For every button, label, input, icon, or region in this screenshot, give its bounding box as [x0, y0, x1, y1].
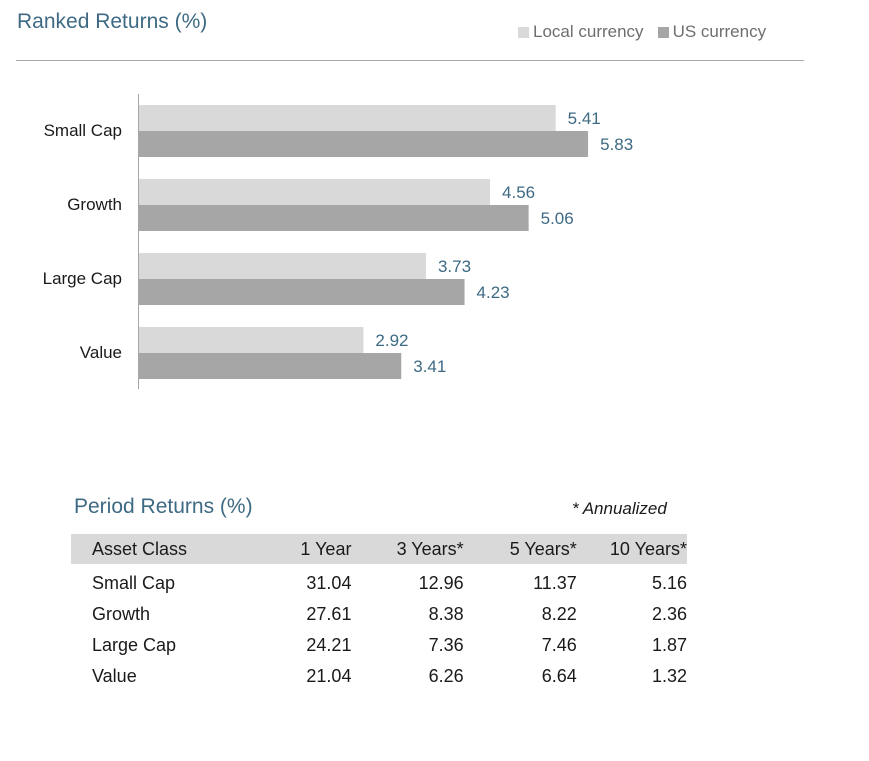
legend-swatch-us — [657, 26, 669, 38]
category-label-small-cap: Small Cap — [44, 121, 122, 140]
bar-growth-local-currency — [138, 179, 491, 205]
table-title: Period Returns (%) — [74, 495, 253, 518]
cell-value: 6.26 — [428, 666, 464, 686]
cell-value: 5.16 — [651, 573, 687, 593]
value-label-value-local-currency: 2.92 — [375, 331, 408, 350]
cell-value: 1.87 — [651, 635, 687, 655]
cell-asset: Value — [92, 666, 137, 686]
cell-value: 8.38 — [428, 604, 464, 624]
legend-label-local: Local currency — [533, 22, 644, 41]
bar-chart: Small Cap 5.41 5.83 Growth 4.56 5.06 Large Cap… — [43, 94, 633, 389]
cell-value: 11.37 — [533, 573, 577, 593]
value-label-value-us-currency: 3.41 — [413, 357, 446, 376]
legend-swatch-local — [518, 26, 529, 38]
cell-asset: Small Cap — [92, 573, 176, 593]
legend-item-us: US currency — [657, 22, 767, 42]
cell-value: 7.36 — [428, 635, 464, 655]
bar-value-us-currency — [138, 353, 402, 379]
cell-value: 1.32 — [651, 666, 687, 686]
value-label-small-cap-local-currency: 5.41 — [568, 109, 601, 128]
header-3-years: 3 Years* — [351, 534, 464, 564]
value-label-large-cap-us-currency: 4.23 — [477, 283, 510, 302]
period-returns-table: Asset Class 1 Year 3 Years* 5 Years* 10 … — [71, 534, 687, 692]
cell-value: 7.46 — [541, 635, 577, 655]
legend-label-us: US currency — [672, 22, 767, 41]
table-row: Small Cap 31.04 12.96 11.37 5.16 — [71, 564, 687, 599]
category-label-value: Value — [80, 343, 122, 362]
bar-growth-us-currency — [138, 205, 529, 231]
annualized-note: * Annualized — [572, 499, 667, 518]
table-row: Growth 27.61 8.38 8.22 2.36 — [71, 599, 687, 630]
value-label-large-cap-local-currency: 3.73 — [438, 257, 471, 276]
table-header-row: Asset Class 1 Year 3 Years* 5 Years* 10 … — [71, 534, 687, 564]
header-asset-class: Asset Class — [71, 534, 245, 564]
cell-asset: Large Cap — [92, 635, 177, 655]
chart-title: Ranked Returns (%) — [17, 10, 208, 33]
bar-large-cap-us-currency — [138, 279, 465, 305]
cell-value: 27.61 — [306, 604, 352, 624]
value-label-growth-us-currency: 5.06 — [541, 209, 574, 228]
table-row: Large Cap 24.21 7.36 7.46 1.87 — [71, 630, 687, 661]
cell-value: 21.04 — [306, 666, 352, 686]
category-label-large-cap: Large Cap — [43, 269, 122, 288]
bar-small-cap-local-currency — [138, 105, 556, 131]
category-label-growth: Growth — [67, 195, 122, 214]
legend: Local currency US currency — [518, 22, 780, 42]
header-5-years: 5 Years* — [463, 534, 577, 564]
cell-asset: Growth — [92, 604, 151, 624]
legend-item-local: Local currency — [518, 22, 644, 42]
title-divider — [16, 60, 804, 61]
table-row: Value 21.04 6.26 6.64 1.32 — [71, 661, 687, 692]
header-1-year: 1 Year — [244, 534, 352, 564]
cell-value: 8.22 — [541, 604, 577, 624]
value-label-small-cap-us-currency: 5.83 — [600, 135, 633, 154]
cell-value: 12.96 — [418, 573, 464, 593]
header-10-years: 10 Years* — [576, 534, 687, 564]
bar-large-cap-local-currency — [138, 253, 426, 279]
cell-value: 2.36 — [651, 604, 687, 624]
cell-value: 31.04 — [306, 573, 352, 593]
value-label-growth-local-currency: 4.56 — [502, 183, 535, 202]
cell-value: 24.21 — [306, 635, 352, 655]
bar-small-cap-us-currency — [138, 131, 589, 157]
cell-value: 6.64 — [541, 666, 577, 686]
bar-value-local-currency — [138, 327, 364, 353]
